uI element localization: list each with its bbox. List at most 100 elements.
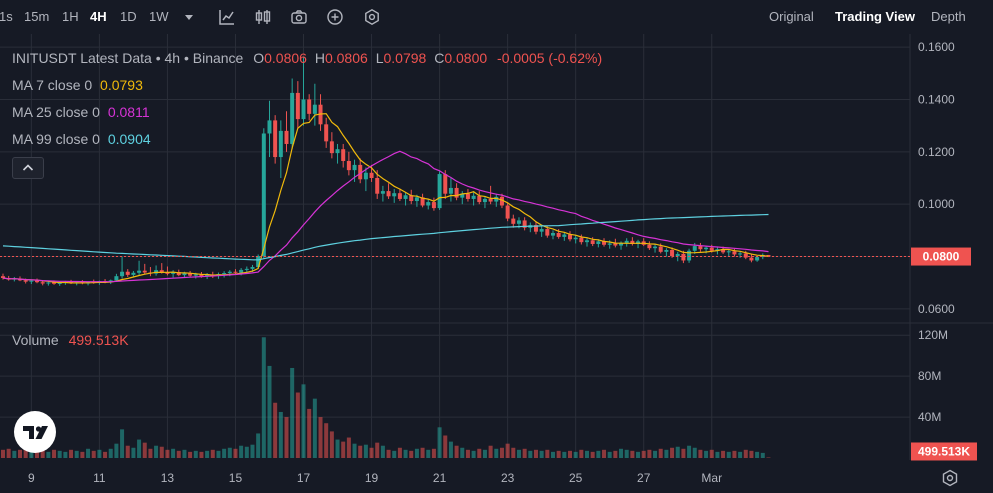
candle-body (46, 282, 51, 284)
volume-bar (159, 446, 164, 458)
candle-body (358, 164, 363, 180)
scale-settings-icon[interactable] (940, 468, 960, 488)
volume-bar (40, 448, 45, 458)
candle-body (363, 172, 368, 180)
candle-body (29, 280, 34, 282)
volume-bar (692, 447, 697, 458)
volume-bar (46, 451, 51, 458)
candle-body (273, 120, 278, 158)
candle-body (766, 254, 771, 257)
candle-body (392, 193, 397, 197)
timeframe-1w[interactable]: 1W (149, 9, 169, 24)
candle-body (562, 234, 567, 237)
volume-bar (352, 443, 357, 458)
candle-body (755, 257, 760, 261)
candle-body (630, 240, 635, 244)
candle-body (596, 241, 601, 244)
ma25-line (2, 150, 769, 283)
volume-bar (278, 411, 283, 458)
time-tick-label: 13 (161, 471, 175, 485)
candle-body (324, 124, 329, 142)
candle-body (329, 141, 334, 154)
candle-body (709, 247, 714, 251)
candle-body (698, 246, 703, 250)
timeframe-15m[interactable]: 15m (24, 9, 50, 24)
volume-bar (273, 402, 278, 458)
volume-bar (301, 384, 306, 458)
volume-bar (545, 449, 550, 458)
candle-body (346, 160, 351, 171)
timeframe-1h[interactable]: 1H (62, 9, 79, 24)
timeframe-1d[interactable]: 1D (120, 9, 137, 24)
volume-bar (420, 447, 425, 458)
high-value: 0.0806 (324, 50, 368, 66)
volume-bar (556, 450, 561, 458)
view-depth[interactable]: Depth (931, 9, 966, 24)
volume-bar (125, 445, 130, 458)
candle-body (533, 225, 538, 232)
more-timeframes-dropdown-icon[interactable] (182, 10, 196, 24)
volume-bar (579, 449, 584, 458)
screenshot-camera-icon[interactable] (290, 8, 308, 26)
collapse-legend-button[interactable] (12, 157, 44, 179)
candle-body (256, 256, 261, 268)
candle-body (312, 104, 317, 114)
candle-body (222, 273, 227, 275)
candle-body (403, 195, 408, 199)
volume-bar (670, 447, 675, 458)
tradingview-logo[interactable] (14, 411, 56, 453)
volume-bar (86, 448, 91, 458)
indicators-icon[interactable] (218, 8, 236, 26)
volume-bar (171, 448, 176, 458)
open-label: O (253, 50, 265, 66)
volume-bar (687, 445, 692, 458)
candle-body (142, 270, 147, 273)
candle-body (176, 271, 181, 276)
candle-body (585, 240, 590, 243)
volume-bar (630, 450, 635, 458)
candle-body (171, 271, 176, 274)
candle-type-icon[interactable] (254, 8, 272, 26)
volume-legend: Volume 499.513K (12, 332, 129, 348)
candle-body (607, 243, 612, 245)
volume-bar (324, 423, 329, 458)
volume-label: Volume (12, 332, 59, 348)
volume-bar (74, 450, 79, 458)
add-indicator-plus-icon[interactable] (326, 8, 344, 26)
candle-body (454, 187, 459, 198)
timeframe-1s[interactable]: 1s (0, 9, 13, 24)
ma25-value: 0.0811 (107, 104, 150, 120)
volume-bar (760, 452, 765, 458)
volume-bar (375, 442, 380, 458)
candle-body (199, 274, 204, 277)
candle-body (397, 193, 402, 199)
candle-body (295, 92, 300, 120)
chart-settings-icon[interactable] (363, 8, 381, 26)
volume-bar (715, 451, 720, 458)
volume-bar (290, 367, 295, 458)
price-tick-label: 0.0600 (918, 302, 955, 316)
toolbar: 1s 15m 1H 4H 1D 1W Original Trading View… (0, 0, 993, 34)
volume-bar (261, 337, 266, 458)
volume-bar (511, 447, 516, 458)
price-tick-label: 0.1600 (918, 40, 955, 54)
view-trading-view[interactable]: Trading View (835, 9, 915, 24)
chart-grid (0, 34, 993, 460)
volume-bar (397, 447, 402, 458)
candle-body (233, 271, 238, 273)
candle-body (732, 251, 737, 255)
candle-body (516, 220, 521, 224)
candle-body (35, 280, 40, 283)
view-original[interactable]: Original (769, 9, 814, 24)
candle-body (573, 237, 578, 240)
volume-bar (562, 451, 567, 458)
candle-body (443, 174, 448, 194)
volume-bar (721, 450, 726, 458)
volume-bar (295, 392, 300, 458)
volume-bar (624, 449, 629, 458)
candle-body (380, 191, 385, 194)
volume-bar (494, 448, 499, 458)
timeframe-4h[interactable]: 4H (90, 9, 107, 24)
volume-bar (363, 444, 368, 458)
